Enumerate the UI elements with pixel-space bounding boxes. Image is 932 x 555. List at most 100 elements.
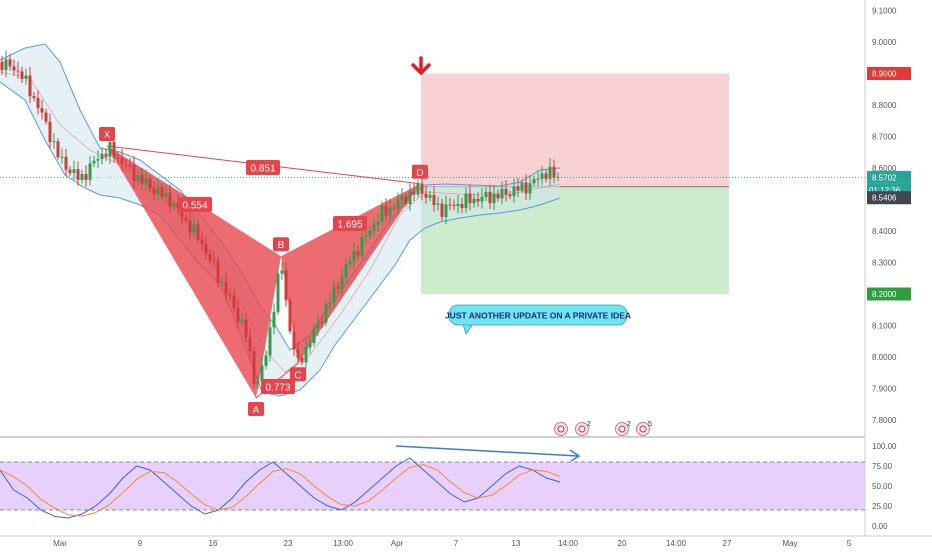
candle-body[interactable] [296,349,300,358]
candle-body[interactable] [32,96,36,98]
candle-body[interactable] [536,178,540,180]
candle-body[interactable] [420,183,424,194]
event-badge-icon[interactable] [554,422,568,436]
event-badge-icon[interactable] [615,422,629,436]
candle-body[interactable] [272,311,276,328]
candle-body[interactable] [12,66,16,71]
stop-price-tag[interactable] [867,287,911,301]
candle-body[interactable] [168,192,172,208]
candle-body[interactable] [356,250,360,256]
candle-body[interactable] [76,169,80,180]
candle-body[interactable] [4,59,8,71]
xab-triangle[interactable] [107,145,281,398]
candle-body[interactable] [412,191,416,195]
candle-body[interactable] [360,236,364,256]
candle-body[interactable] [52,141,56,143]
candle-body[interactable] [440,203,444,217]
candle-body[interactable] [192,224,196,233]
candle-body[interactable] [288,300,292,332]
candle-body[interactable] [104,153,108,157]
candle-body[interactable] [372,224,376,231]
ratio-label-box[interactable] [178,197,212,212]
candle-body[interactable] [196,224,200,240]
candle-body[interactable] [80,173,84,180]
candle-body[interactable] [328,302,332,305]
pattern-point-c-marker[interactable] [290,367,306,382]
candle-body[interactable] [512,186,516,197]
candle-body[interactable] [380,205,384,222]
candle-body[interactable] [112,142,116,158]
candle-body[interactable] [220,281,224,283]
candle-body[interactable] [56,141,60,158]
candle-body[interactable] [324,304,328,323]
pattern-point-b-marker[interactable] [273,237,289,252]
candle-body[interactable] [484,191,488,198]
candle-body[interactable] [464,193,468,208]
candle-body[interactable] [268,327,272,356]
candle-body[interactable] [404,196,408,205]
candle-body[interactable] [124,163,128,165]
entry-price-tag[interactable] [867,191,911,205]
candle-body[interactable] [548,166,552,179]
candle-body[interactable] [184,217,188,221]
pattern-point-d-marker[interactable] [412,164,428,179]
candle-body[interactable] [248,337,252,352]
candle-body[interactable] [292,331,296,350]
candle-body[interactable] [388,207,392,216]
candle-body[interactable] [156,187,160,194]
candle-body[interactable] [444,204,448,217]
candle-body[interactable] [28,75,32,97]
candle-body[interactable] [352,250,356,262]
candle-body[interactable] [144,178,148,184]
candle-body[interactable] [364,235,368,237]
candle-body[interactable] [516,186,520,191]
candle-body[interactable] [256,381,260,384]
candle-body[interactable] [68,169,72,173]
candle-body[interactable] [400,196,404,201]
candle-body[interactable] [520,182,524,191]
candle-body[interactable] [504,188,508,195]
candle-body[interactable] [16,70,20,72]
pattern-point-a-marker[interactable] [248,401,264,416]
candle-body[interactable] [276,273,280,312]
candle-body[interactable] [340,277,344,290]
candle-body[interactable] [116,157,120,159]
candle-body[interactable] [344,264,348,278]
callout-bubble[interactable] [448,304,628,326]
candle-body[interactable] [44,112,48,122]
candle-body[interactable] [408,191,412,205]
candle-body[interactable] [96,159,100,161]
candle-body[interactable] [396,200,400,209]
candle-body[interactable] [492,193,496,204]
candle-body[interactable] [212,260,216,262]
candle-body[interactable] [216,261,220,283]
candle-body[interactable] [480,197,484,202]
candle-body[interactable] [456,203,460,207]
candle-body[interactable] [416,183,420,195]
candle-body[interactable] [376,221,380,225]
candle-body[interactable] [228,294,232,296]
candle-body[interactable] [300,357,304,363]
candle-body[interactable] [468,193,472,204]
candle-body[interactable] [92,160,96,164]
candle-body[interactable] [280,270,284,274]
candle-body[interactable] [48,121,52,143]
candle-body[interactable] [384,205,388,216]
candle-body[interactable] [136,175,140,182]
candle-body[interactable] [132,164,136,182]
pattern-point-x-marker[interactable] [99,126,115,141]
bcd-triangle[interactable] [281,183,420,364]
candle-body[interactable] [60,156,64,158]
candle-body[interactable] [160,187,164,197]
candle-body[interactable] [8,59,12,67]
candle-body[interactable] [188,220,192,233]
candle-body[interactable] [224,281,228,295]
candle-body[interactable] [172,203,176,208]
candle-body[interactable] [488,191,492,204]
divergence-arrow[interactable] [395,445,579,457]
candle-body[interactable] [164,192,168,197]
event-badge-icon[interactable] [575,422,589,436]
candle-body[interactable] [368,230,372,236]
